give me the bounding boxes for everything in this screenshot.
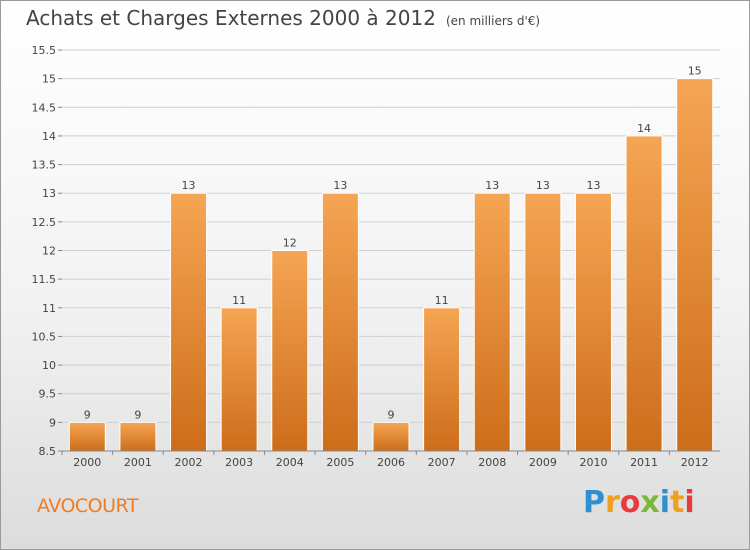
- y-tick-label: 15.5: [32, 44, 57, 57]
- chart-title: Achats et Charges Externes 2000 à 2012 (e…: [26, 6, 540, 30]
- bar-2001: [119, 421, 157, 452]
- x-tick-label: 2000: [73, 456, 101, 469]
- y-tick-label: 15: [42, 73, 56, 86]
- bar-2009: [524, 192, 562, 452]
- y-axis-ticks: 8.5 9 9.5 10 10.5 11 11.5 12 12.5 13 13.5 14 14.5 15 1…: [32, 44, 62, 458]
- logo-letter: i: [659, 485, 671, 520]
- x-tick-label: 2002: [175, 456, 203, 469]
- data-label: 13: [333, 179, 347, 192]
- chart-title-text: Achats et Charges Externes 2000 à 2012: [26, 6, 436, 30]
- x-tick-label: 2003: [225, 456, 253, 469]
- y-tick-label: 10: [42, 359, 56, 372]
- x-tick-label: 2001: [124, 456, 152, 469]
- logo-letter: i: [684, 485, 695, 520]
- data-label: 13: [182, 179, 196, 192]
- data-label: 11: [232, 294, 246, 307]
- bar-2004: [271, 250, 309, 452]
- data-label: 13: [586, 179, 600, 192]
- x-tick-label: 2007: [428, 456, 456, 469]
- data-label: 14: [637, 122, 651, 135]
- x-tick-label: 2005: [326, 456, 354, 469]
- data-labels: 9 9 13 11 12 13 9 11 13 13 13 14 15: [84, 65, 702, 422]
- bar-2006: [372, 421, 410, 452]
- chart-unit: (en milliers d'€): [445, 14, 541, 28]
- data-label: 11: [435, 294, 449, 307]
- data-label: 9: [388, 408, 395, 421]
- y-tick-label: 9.5: [39, 388, 57, 401]
- y-tick-label: 13.5: [32, 159, 57, 172]
- data-label: 9: [84, 408, 91, 421]
- y-tick-label: 12.5: [32, 216, 57, 229]
- data-label: 12: [283, 237, 297, 250]
- data-label: 13: [485, 179, 499, 192]
- y-tick-label: 10.5: [32, 330, 57, 343]
- logo-letter: x: [640, 485, 660, 520]
- bar-2011: [625, 135, 663, 452]
- bar-2005: [321, 192, 359, 452]
- logo-letter: o: [619, 485, 641, 520]
- y-tick-label: 8.5: [39, 445, 57, 458]
- bars: [68, 78, 714, 452]
- x-tick-label: 2011: [630, 456, 658, 469]
- bar-2007: [423, 307, 461, 452]
- bar-2002: [170, 192, 208, 452]
- proxiti-logo: Proxiti: [583, 485, 695, 520]
- x-tick-label: 2004: [276, 456, 304, 469]
- bar-2003: [220, 307, 258, 452]
- y-tick-label: 14: [42, 130, 56, 143]
- data-label: 9: [134, 408, 141, 421]
- bar-2010: [574, 192, 612, 452]
- commune-name: AVOCOURT: [37, 495, 138, 517]
- bar-2000: [68, 421, 106, 452]
- x-axis-ticks: 2000 2001 2002 2003 2004 2005 2006 2007 2008 2009…: [61, 451, 709, 469]
- grid-lines: [62, 49, 720, 452]
- x-tick-label: 2010: [579, 456, 607, 469]
- y-tick-label: 14.5: [32, 101, 57, 114]
- logo-letter: P: [583, 485, 605, 520]
- y-tick-label: 11.5: [32, 273, 57, 286]
- logo-letter: r: [605, 485, 620, 520]
- y-tick-label: 9: [49, 416, 56, 429]
- logo-letter: t: [670, 485, 685, 520]
- data-label: 13: [536, 179, 550, 192]
- x-tick-label: 2012: [681, 456, 709, 469]
- bar-2008: [473, 192, 511, 452]
- data-label: 15: [688, 65, 702, 78]
- y-tick-label: 11: [42, 302, 56, 315]
- y-tick-label: 13: [42, 187, 56, 200]
- x-tick-label: 2006: [377, 456, 405, 469]
- y-tick-label: 12: [42, 245, 56, 258]
- x-tick-label: 2008: [478, 456, 506, 469]
- bar-2012: [676, 78, 714, 452]
- x-tick-label: 2009: [529, 456, 557, 469]
